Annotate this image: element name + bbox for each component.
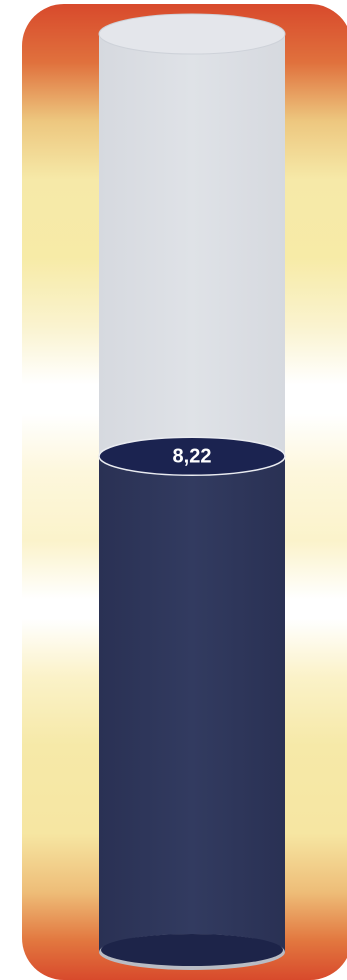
gauge-fill-surface [98,436,286,477]
gauge-top-rim [98,13,286,55]
gauge-value-label: 8,22 [173,445,212,467]
gauge-empty-region [99,34,285,457]
gauge-fill-bar [99,456,285,952]
gauge-bottom-base [101,934,283,966]
